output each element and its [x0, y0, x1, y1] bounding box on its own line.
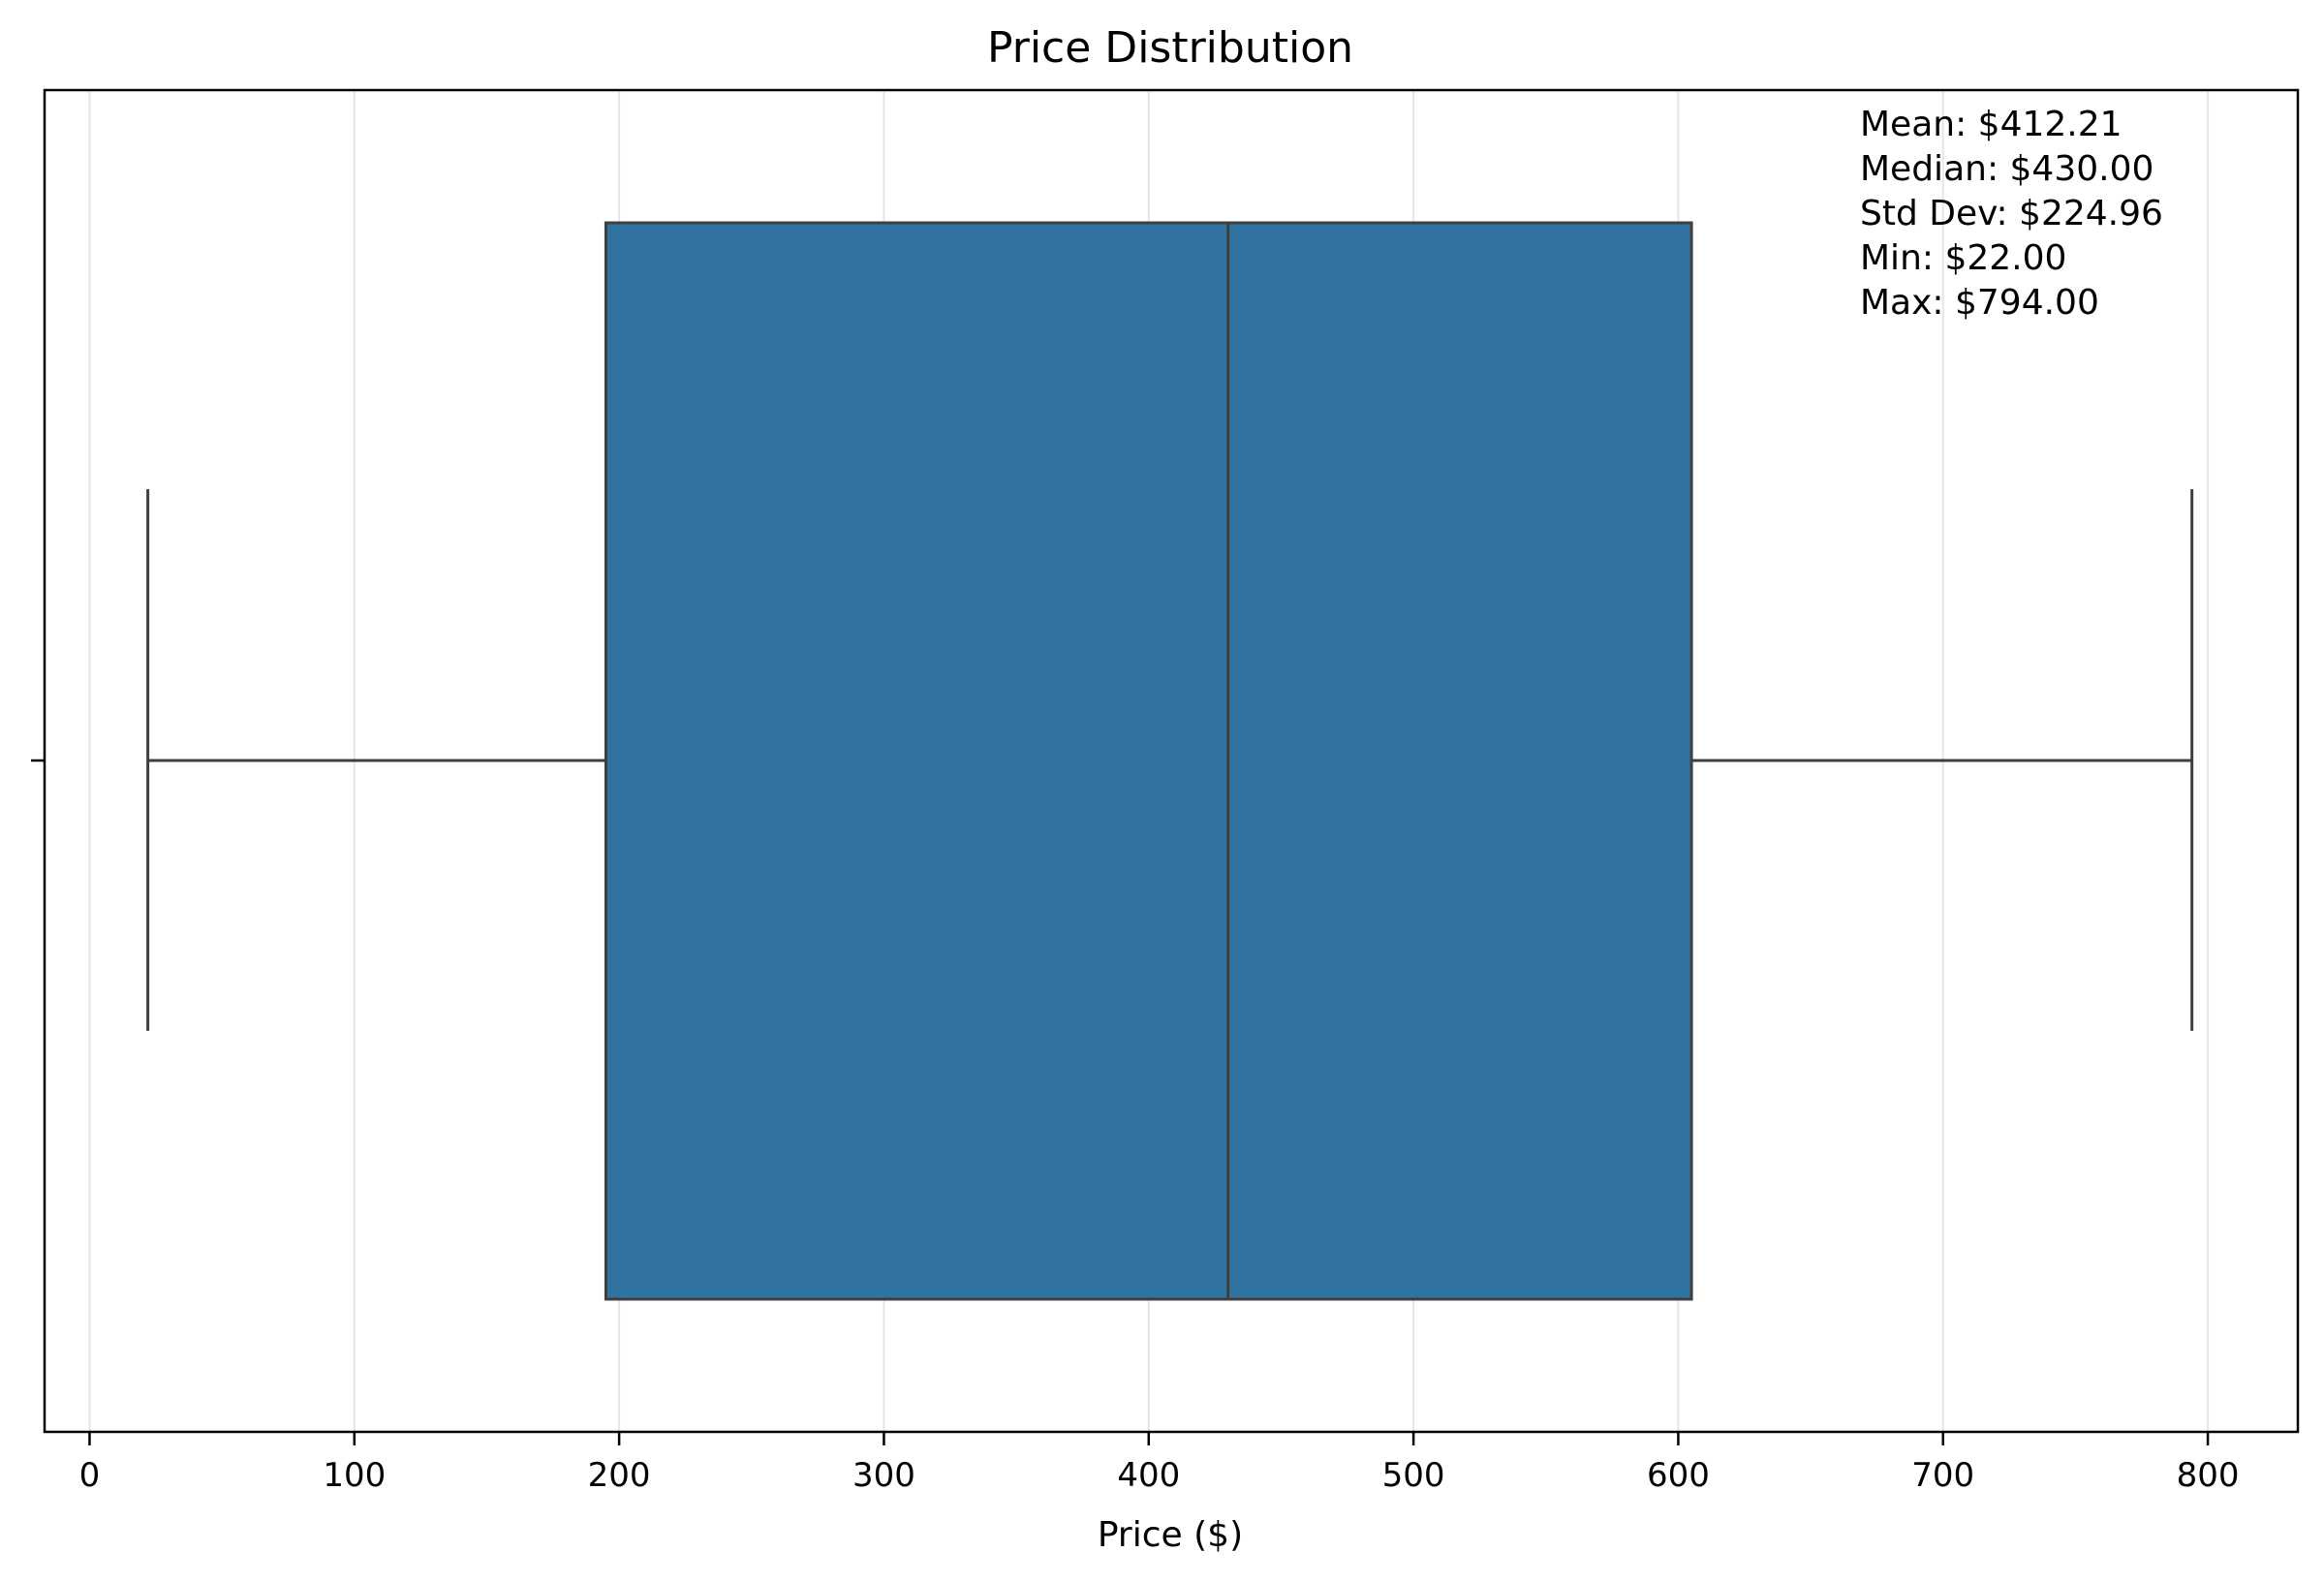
x-tick-label-800: 800	[2177, 1456, 2240, 1495]
x-tick-label-100: 100	[323, 1456, 386, 1495]
interquartile-box	[604, 221, 1693, 1301]
stats-min: Min: $22.00	[1860, 238, 2066, 278]
stats-max: Max: $794.00	[1860, 283, 2099, 323]
stats-mean: Mean: $412.21	[1860, 105, 2123, 144]
stats-annotation: Mean: $412.21 Median: $430.00 Std Dev: $…	[1860, 105, 2163, 323]
box-plot	[146, 221, 2194, 1301]
x-tick-label-400: 400	[1117, 1456, 1180, 1495]
x-axis-ticks: 0 100 200 300 400 500 600 700 800	[79, 1432, 2240, 1495]
x-tick-label-0: 0	[79, 1456, 101, 1495]
x-tick-label-200: 200	[588, 1456, 651, 1495]
stats-std-dev: Std Dev: $224.96	[1860, 194, 2163, 233]
chart-title: Price Distribution	[987, 23, 1353, 73]
x-axis-label: Price ($)	[1098, 1515, 1243, 1555]
x-tick-label-300: 300	[852, 1456, 915, 1495]
stats-median: Median: $430.00	[1860, 149, 2154, 189]
x-tick-label-700: 700	[1911, 1456, 1974, 1495]
x-tick-label-500: 500	[1382, 1456, 1445, 1495]
x-tick-label-600: 600	[1647, 1456, 1710, 1495]
